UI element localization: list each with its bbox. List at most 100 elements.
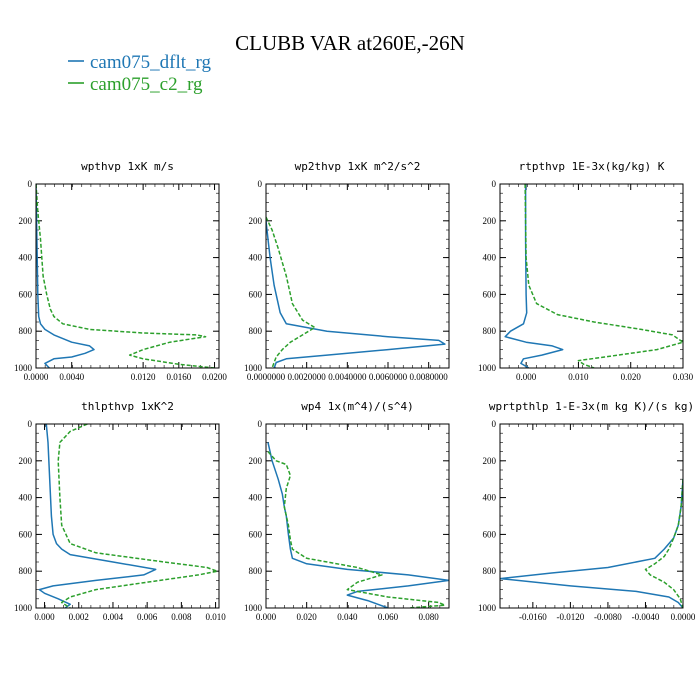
x-tick-label: 0.008	[171, 612, 192, 622]
series-line-2	[644, 479, 683, 608]
y-tick-label: 600	[483, 529, 497, 539]
y-tick-label: 400	[483, 253, 497, 263]
y-tick-label: 200	[483, 456, 497, 466]
y-tick-label: 0	[258, 419, 263, 429]
legend: cam075_dflt_rg cam075_c2_rg	[68, 52, 212, 95]
y-tick-label: 200	[249, 216, 263, 226]
panel-title: wprtpthlp 1-E-3x(m kg K)/(s kg)	[489, 400, 694, 413]
y-tick-label: 400	[483, 493, 497, 503]
plot-frame	[35, 183, 220, 369]
series-line-2	[57, 424, 219, 608]
y-tick-label: 1000	[478, 363, 497, 373]
plot-frame	[265, 423, 450, 609]
x-tick-label: 0.0120	[131, 372, 156, 382]
legend-label-dflt: cam075_dflt_rg	[90, 52, 212, 73]
x-tick-label: 0.0000000	[247, 372, 286, 382]
y-tick-label: 0	[492, 179, 497, 189]
y-tick-label: 800	[483, 326, 497, 336]
y-tick-label: 400	[19, 493, 33, 503]
x-tick-label: -0.0040	[632, 612, 660, 622]
series-line-2	[266, 216, 316, 368]
plot-frame	[265, 183, 450, 369]
x-tick-label: 0.004	[103, 612, 124, 622]
y-tick-label: 800	[249, 566, 263, 576]
series-line-1	[38, 424, 157, 608]
x-tick-label: 0.006	[137, 612, 158, 622]
y-tick-label: 1000	[244, 363, 263, 373]
y-tick-label: 400	[249, 253, 263, 263]
x-tick-label: 0.020	[621, 372, 642, 382]
plot-frame	[499, 183, 684, 369]
x-tick-label: 0.0200	[202, 372, 227, 382]
y-tick-label: 800	[249, 326, 263, 336]
chart-panel-2: wp2thvp 1xK m^2/s^2020040060080010000.00…	[244, 160, 450, 382]
x-tick-label: 0.000	[516, 372, 537, 382]
x-tick-label: -0.0120	[557, 612, 585, 622]
y-tick-label: 800	[483, 566, 497, 576]
x-tick-label: 0.000	[256, 612, 277, 622]
y-tick-label: 200	[19, 216, 33, 226]
y-tick-label: 0	[492, 419, 497, 429]
y-tick-label: 600	[19, 529, 33, 539]
panel-title: rtpthvp 1E-3x(kg/kg) K	[519, 160, 665, 173]
y-tick-label: 200	[483, 216, 497, 226]
y-tick-label: 0	[258, 179, 263, 189]
x-tick-label: 0.030	[673, 372, 694, 382]
x-tick-label: 0.0040	[59, 372, 84, 382]
x-tick-label: 0.0040000	[328, 372, 367, 382]
y-tick-label: 800	[19, 326, 33, 336]
plot-frame	[35, 423, 220, 609]
x-tick-label: 0.0000	[671, 612, 696, 622]
x-tick-label: 0.020	[297, 612, 318, 622]
x-tick-label: 0.080	[419, 612, 440, 622]
x-tick-label: 0.000	[34, 612, 55, 622]
x-tick-label: -0.0160	[519, 612, 547, 622]
y-tick-label: 600	[19, 289, 33, 299]
series-line-1	[36, 184, 95, 368]
y-tick-label: 800	[19, 566, 33, 576]
x-tick-label: 0.002	[69, 612, 89, 622]
series-line-1	[266, 220, 446, 368]
x-tick-label: 0.060	[378, 612, 399, 622]
x-tick-label: 0.0080000	[410, 372, 449, 382]
x-tick-label: 0.0160	[166, 372, 191, 382]
chart-panel-3: rtpthvp 1E-3x(kg/kg) K 0 200 400 600 800 1000 0…	[478, 160, 694, 382]
panel-title: wp2thvp 1xK m^2/s^2	[295, 160, 421, 173]
y-tick-label: 200	[19, 456, 33, 466]
x-tick-label: 0.040	[337, 612, 358, 622]
series-line-1	[500, 479, 683, 608]
x-tick-label: 0.0020000	[288, 372, 327, 382]
y-tick-label: 1000	[14, 363, 33, 373]
series-line-1	[267, 442, 449, 608]
x-tick-label: 0.010	[568, 372, 589, 382]
y-tick-label: 0	[28, 419, 33, 429]
x-tick-label: -0.0080	[594, 612, 622, 622]
y-tick-label: 400	[19, 253, 33, 263]
plot-frame	[499, 423, 684, 609]
x-tick-label: 0.010	[205, 612, 226, 622]
legend-label-c2: cam075_c2_rg	[90, 74, 203, 95]
panel-title: wp4 1x(m^4)/(s^4)	[301, 400, 414, 413]
y-tick-label: 400	[249, 493, 263, 503]
x-tick-label: 0.0000	[24, 372, 49, 382]
chart-panel-6: wprtpthlp 1-E-3x(m kg K)/(s kg) 0 200 400 60…	[478, 400, 696, 622]
y-tick-label: 0	[28, 179, 33, 189]
series-line-2	[267, 451, 446, 608]
y-tick-label: 600	[483, 289, 497, 299]
y-tick-label: 600	[249, 289, 263, 299]
series-line-2	[524, 184, 683, 368]
y-tick-label: 1000	[478, 603, 497, 613]
series-line-2	[36, 184, 215, 368]
series-line-1	[504, 184, 564, 368]
y-tick-label: 200	[249, 456, 263, 466]
x-tick-label: 0.0060000	[369, 372, 408, 382]
figure-title: CLUBB VAR at260E,-26N	[235, 31, 465, 55]
y-tick-label: 1000	[14, 603, 33, 613]
y-tick-label: 600	[249, 529, 263, 539]
panel-title: wpthvp 1xK m/s	[81, 160, 174, 173]
